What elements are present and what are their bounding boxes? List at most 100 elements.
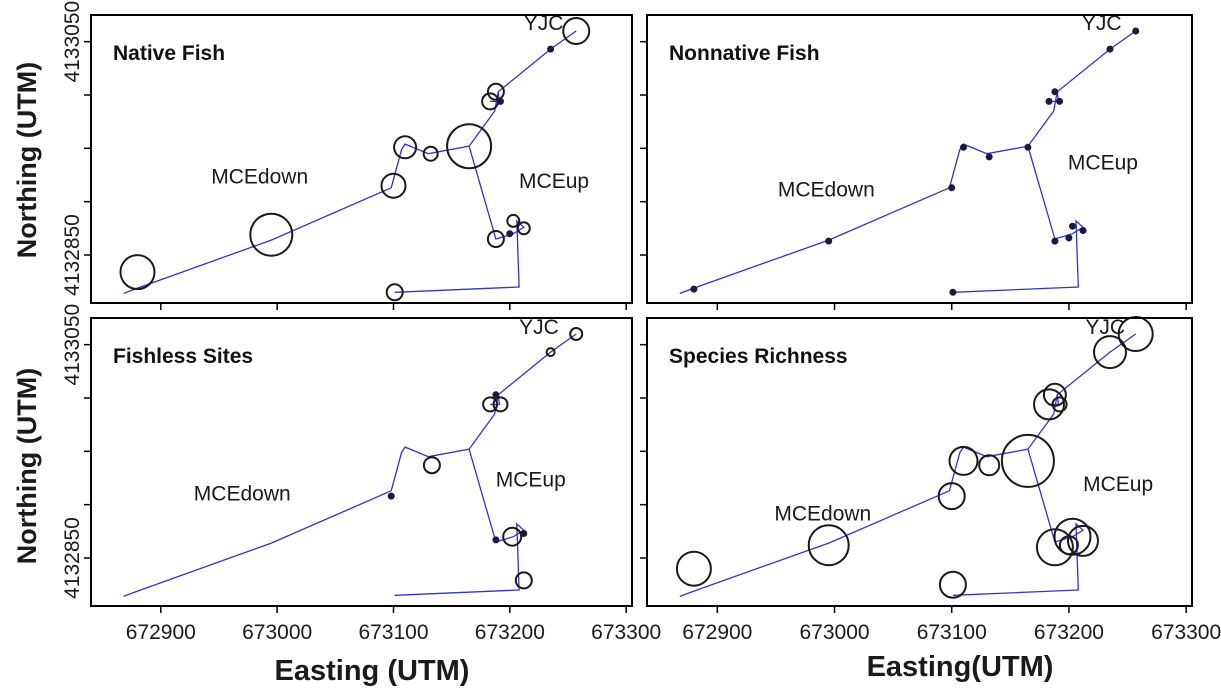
fishless-sites-site-point <box>492 536 500 544</box>
panels-group: 4132850 4133050 Native Fish YJC MCEdown MCEup… <box>61 1 1221 644</box>
fishless-sites-title: Fishless Sites <box>113 345 253 368</box>
species-richness-title: Species Richness <box>669 345 848 368</box>
fishless-sites-x-tick-label: 673100 <box>358 621 428 644</box>
nonnative-fish-frame <box>646 14 1193 304</box>
nonnative-fish-stream-main <box>679 30 1137 295</box>
nonnative-fish-site-point <box>985 153 993 161</box>
native-fish-site-point <box>385 283 404 302</box>
species-richness-site-point <box>807 524 850 567</box>
fishless-sites-y-tick-label: 4132850 <box>61 517 84 599</box>
species-richness-frame <box>646 317 1193 607</box>
native-fish-site-point <box>249 212 294 257</box>
native-fish-site-point <box>486 230 505 248</box>
nonnative-fish-site-label: YJC <box>1082 12 1122 35</box>
species-richness-site-point <box>675 550 712 587</box>
native-fish-site-point <box>119 254 156 291</box>
fishless-sites-site-point <box>514 571 533 590</box>
native-fish-frame <box>90 14 633 304</box>
fishless-sites-x-tick-label: 673300 <box>591 621 661 644</box>
native-fish-site-point <box>547 45 555 53</box>
species-richness-site-point <box>1042 382 1067 407</box>
fishless-sites-site-label: MCEup <box>496 469 566 492</box>
native-fish-site-label: MCEdown <box>211 166 308 189</box>
species-richness-site-point <box>948 445 979 476</box>
nonnative-fish-site-point <box>1132 27 1140 35</box>
native-fish-panel: 4132850 4133050 Native Fish YJC MCEdown MCEup <box>61 1 633 310</box>
native-fish-y-tick-label: 4133050 <box>61 1 84 83</box>
nonnative-fish-site-point <box>690 285 698 293</box>
species-richness-x-tick-label: 673200 <box>1034 621 1104 644</box>
native-fish-site-point <box>497 97 504 105</box>
species-richness-site-label: MCEdown <box>774 503 871 526</box>
fishless-sites-site-point <box>387 492 395 500</box>
species-richness-site-point <box>938 570 967 599</box>
nonnative-fish-site-point <box>1051 237 1059 245</box>
native-fish-y-tick-label: 4132850 <box>61 214 84 296</box>
native-fish-site-point <box>506 213 521 228</box>
native-fish-site-label: YJC <box>524 12 564 35</box>
fishless-sites-site-label: YJC <box>519 316 559 339</box>
fishless-sites-site-point <box>569 327 584 341</box>
nonnative-fish-stream-branch-0 <box>952 146 1085 293</box>
fishless-sites-x-tick-label: 673000 <box>242 621 312 644</box>
native-fish-stream-main <box>123 30 577 295</box>
y-axis-title-top: Northing (UTM) <box>12 62 42 258</box>
fishless-sites-site-point <box>422 456 441 475</box>
nonnative-fish-site-point <box>949 288 957 296</box>
species-richness-site-point <box>1093 335 1127 370</box>
species-richness-site-label: MCEup <box>1083 473 1153 496</box>
species-richness-site-label: YJC <box>1085 316 1125 339</box>
nonnative-fish-site-label: MCEup <box>1068 152 1138 175</box>
species-richness-site-point <box>1035 528 1074 567</box>
species-richness-site-point <box>1058 535 1079 556</box>
species-richness-panel: 672900 673000 673100 673200 673300 Species Ri… <box>640 316 1221 644</box>
nonnative-fish-site-point <box>1051 88 1059 96</box>
fishless-sites-site-point <box>492 391 500 399</box>
native-fish-site-label: MCEup <box>519 170 589 193</box>
species-richness-x-tick-label: 673100 <box>917 621 987 644</box>
nonnative-fish-site-point <box>960 143 967 151</box>
fishless-sites-site-point <box>482 396 499 413</box>
native-fish-title: Native Fish <box>113 42 225 65</box>
fishless-sites-x-tick-label: 673200 <box>475 621 545 644</box>
nonnative-fish-site-label: MCEdown <box>778 178 875 201</box>
species-richness-site-point <box>1051 396 1068 413</box>
species-richness-site-point <box>1067 524 1099 557</box>
x-axis-title-right: Easting(UTM) <box>867 651 1054 683</box>
nonnative-fish-panel: Nonnative Fish YJC MCEdown MCEup <box>640 12 1193 310</box>
nonnative-fish-site-point <box>825 237 833 245</box>
fishless-sites-x-tick-label: 672900 <box>126 621 196 644</box>
fishless-sites-site-label: MCEdown <box>194 482 291 505</box>
native-fish-stream-branch-0 <box>394 146 525 293</box>
species-richness-site-point <box>1053 517 1092 556</box>
nonnative-fish-site-point <box>1045 97 1053 105</box>
fishless-sites-site-point <box>492 396 509 413</box>
species-richness-x-tick-label: 673000 <box>799 621 869 644</box>
species-richness-site-point <box>1033 388 1065 421</box>
fishless-sites-panel: 672900 673000 673100 673200 673300 4132850 413… <box>61 304 661 644</box>
species-richness-site-point <box>978 454 1001 477</box>
nonnative-fish-site-point <box>1106 45 1114 53</box>
fishless-sites-stream-main <box>123 333 577 598</box>
nonnative-fish-site-point <box>1065 234 1073 242</box>
nonnative-fish-site-point <box>1079 227 1087 234</box>
fishless-sites-frame <box>90 317 633 607</box>
fishless-sites-site-point <box>545 347 556 358</box>
x-axis-title-left: Easting (UTM) <box>275 655 470 687</box>
native-fish-site-point <box>506 230 514 238</box>
native-fish-site-point <box>422 145 439 162</box>
native-fish-site-point <box>380 172 407 199</box>
nonnative-fish-title: Nonnative Fish <box>669 42 820 65</box>
y-axis-title-bottom: Northing (UTM) <box>12 368 42 564</box>
fishless-sites-site-point <box>502 526 523 547</box>
nonnative-fish-site-point <box>1069 222 1076 230</box>
nonnative-fish-site-point <box>948 184 956 192</box>
species-richness-site-point <box>1000 433 1055 488</box>
nonnative-fish-site-point <box>1056 97 1064 105</box>
fishless-sites-y-tick-label: 4133050 <box>61 304 84 386</box>
native-fish-site-point <box>516 221 531 236</box>
species-richness-x-tick-label: 673300 <box>1151 621 1221 644</box>
nonnative-fish-site-point <box>1024 143 1032 151</box>
species-richness-stream-main <box>679 333 1137 598</box>
